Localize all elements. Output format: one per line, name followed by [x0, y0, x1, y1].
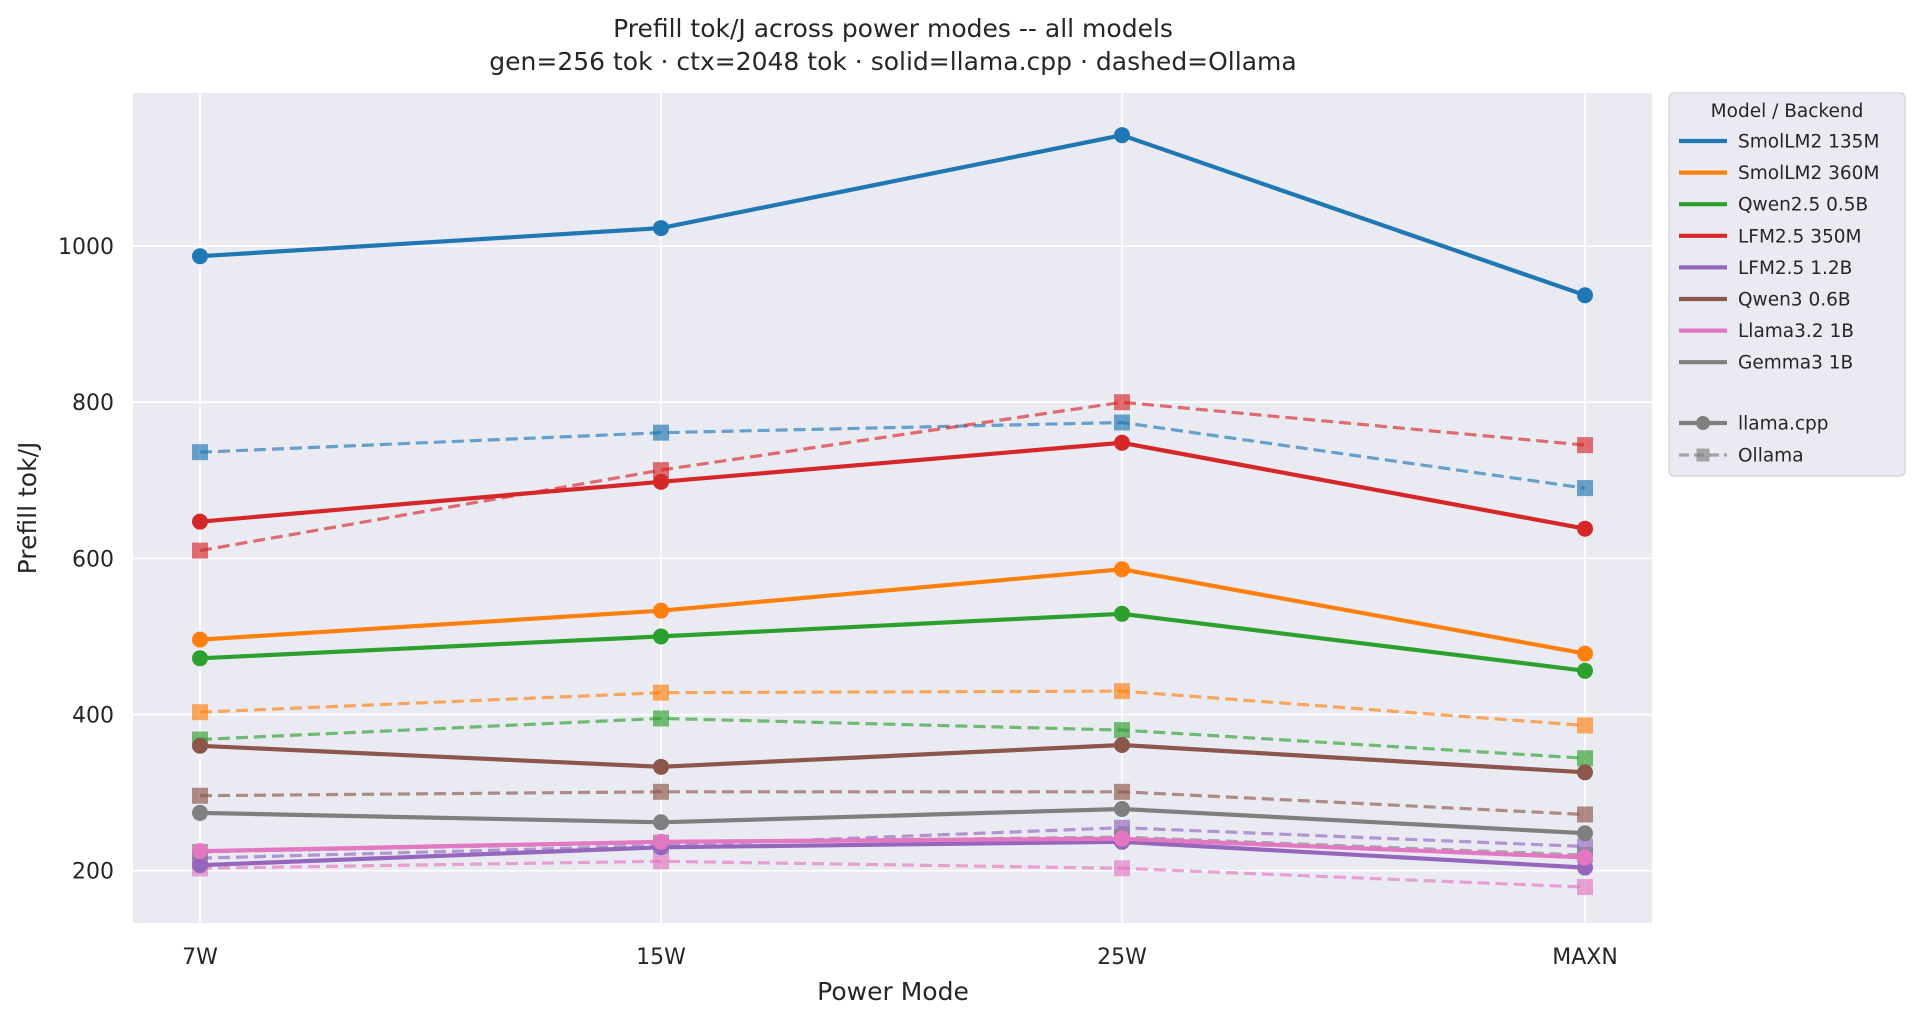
legend-entry: Gemma3 1B — [1738, 353, 1853, 374]
llama-cpp-point — [1577, 825, 1593, 842]
llama-cpp-point — [1114, 605, 1130, 622]
ollama-point — [1577, 750, 1593, 767]
x-axis-title: Power Mode — [817, 977, 969, 1006]
y-tick-label: 800 — [72, 391, 114, 416]
llama-cpp-point — [653, 602, 669, 619]
ollama-point — [1114, 860, 1130, 877]
ollama-line — [199, 826, 1586, 860]
ollama-point — [1577, 480, 1593, 497]
llama-cpp-point — [192, 737, 208, 754]
llama-cpp-point — [1114, 434, 1130, 451]
llama-cpp-point — [653, 758, 669, 775]
y-tick-label: 200 — [72, 860, 114, 885]
llama-cpp-point — [1114, 127, 1130, 144]
llama-cpp-point — [1114, 561, 1130, 578]
llama-cpp-point — [1577, 849, 1593, 866]
legend-entry: llama.cpp — [1738, 414, 1829, 435]
legend-entry: Qwen3 0.6B — [1738, 290, 1851, 311]
ollama-point — [1577, 879, 1593, 896]
chart-subtitle: gen=256 tok · ctx=2048 tok · solid=llama… — [489, 47, 1296, 76]
ollama-point — [653, 783, 669, 800]
legend-title: Model / Backend — [1711, 101, 1864, 122]
llama-cpp-point — [653, 220, 669, 237]
llama-cpp-line — [199, 806, 1586, 836]
ollama-point — [653, 853, 669, 870]
chart-title: Prefill tok/J across power modes -- all … — [613, 14, 1173, 43]
y-tick-label: 1000 — [58, 235, 114, 260]
llama-cpp-point — [192, 248, 208, 265]
x-tick-label: MAXN — [1552, 945, 1618, 970]
llama-cpp-line — [199, 440, 1586, 531]
ollama-line — [199, 689, 1586, 728]
ollama-point — [1577, 806, 1593, 823]
legend-entry: Ollama — [1738, 446, 1804, 467]
legend-entry: Llama3.2 1B — [1738, 321, 1854, 342]
ollama-point — [192, 444, 208, 461]
llama-cpp-point — [653, 628, 669, 645]
ollama-point — [192, 787, 208, 804]
y-axis-title: Prefill tok/J — [13, 442, 42, 575]
llama-cpp-point — [1577, 662, 1593, 679]
legend-box — [1668, 92, 1906, 477]
ollama-point — [1114, 414, 1130, 431]
llama-cpp-line — [199, 742, 1586, 775]
legend-entry: LFM2.5 350M — [1738, 226, 1861, 247]
llama-cpp-point — [1114, 830, 1130, 847]
ollama-point — [1114, 683, 1130, 700]
ollama-point — [192, 704, 208, 721]
llama-cpp-point — [192, 857, 208, 874]
legend: Model / Backend SmolLM2 135M SmolLM2 360M Q… — [1668, 92, 1906, 477]
ollama-line — [199, 790, 1586, 817]
legend-entry: LFM2.5 1.2B — [1738, 258, 1852, 279]
ollama-point — [192, 542, 208, 559]
ollama-line — [199, 420, 1586, 490]
ollama-point — [1114, 783, 1130, 800]
x-tick-label: 25W — [1097, 945, 1147, 970]
llama-cpp-point — [192, 650, 208, 667]
llama-cpp-point — [192, 513, 208, 530]
x-tick-label: 7W — [182, 945, 218, 970]
y-tick-label: 600 — [72, 547, 114, 572]
ollama-point — [1114, 394, 1130, 411]
llama-cpp-point — [653, 833, 669, 850]
llama-cpp-line — [199, 839, 1586, 870]
llama-cpp-point — [1577, 645, 1593, 662]
llama-cpp-point — [1114, 801, 1130, 818]
llama-cpp-point — [1577, 287, 1593, 304]
legend-marker — [1696, 448, 1710, 462]
llama-cpp-point — [653, 473, 669, 490]
series-lines — [192, 127, 1593, 896]
legend-entry: SmolLM2 360M — [1738, 163, 1879, 184]
x-tick-label: 15W — [636, 945, 686, 970]
llama-cpp-line — [199, 611, 1586, 673]
ollama-line — [199, 859, 1586, 889]
llama-cpp-point — [192, 843, 208, 860]
llama-cpp-point — [192, 804, 208, 821]
axis-labels: 7W 15W 25W MAXN 200 400 600 800 1000 — [58, 235, 1618, 970]
llama-cpp-line — [199, 133, 1586, 298]
ollama-point — [1114, 722, 1130, 739]
ollama-point — [653, 710, 669, 727]
llama-cpp-point — [1577, 520, 1593, 537]
llama-cpp-point — [192, 631, 208, 648]
llama-cpp-line — [199, 567, 1586, 656]
legend-marker — [1696, 416, 1710, 430]
llama-cpp-point — [653, 814, 669, 831]
ollama-line — [199, 716, 1586, 760]
ollama-point — [1577, 717, 1593, 734]
legend-entry: Qwen2.5 0.5B — [1738, 195, 1868, 216]
llama-cpp-point — [1114, 736, 1130, 753]
llama-cpp-line — [199, 836, 1586, 860]
y-tick-label: 400 — [72, 704, 114, 729]
ollama-point — [653, 424, 669, 441]
ollama-point — [653, 684, 669, 701]
ollama-point — [1577, 437, 1593, 454]
llama-cpp-point — [1577, 764, 1593, 781]
legend-entry: SmolLM2 135M — [1738, 132, 1879, 153]
